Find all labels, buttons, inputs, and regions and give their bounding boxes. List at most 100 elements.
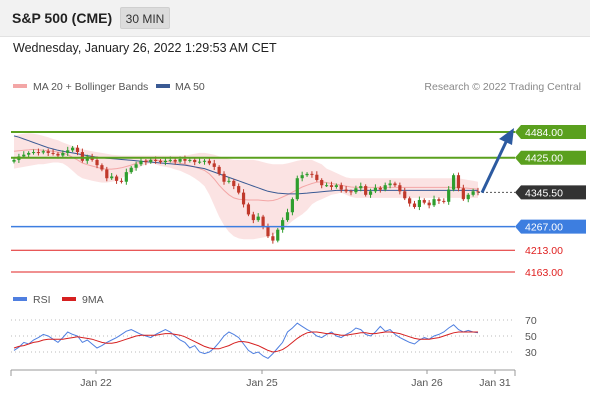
candle — [110, 172, 114, 180]
forecast-arrow-head — [499, 128, 514, 145]
rsi-plot: 70 50 30 — [11, 315, 537, 360]
candle — [31, 149, 36, 155]
candle-body — [432, 199, 436, 206]
candle — [388, 179, 392, 189]
x-tick-label: Jan 22 — [80, 377, 112, 389]
candle-body — [315, 174, 319, 180]
candle-body — [412, 203, 417, 208]
candle-body — [183, 159, 187, 161]
candle — [276, 227, 280, 243]
candle — [202, 159, 207, 165]
instrument-title: S&P 500 (CME) — [12, 10, 113, 26]
candle — [61, 150, 65, 158]
bollinger-legend-swatch — [13, 84, 27, 88]
candle-body — [266, 226, 270, 237]
candle-body — [417, 200, 421, 208]
level-tag-support: 4267.00 — [515, 219, 586, 234]
candle — [105, 166, 109, 182]
level-tag-bg — [515, 150, 586, 165]
candle — [427, 200, 431, 209]
candle — [451, 173, 456, 192]
candle-body — [383, 185, 387, 190]
candle — [51, 149, 55, 156]
candle — [114, 174, 119, 184]
candle-body — [422, 200, 426, 203]
candle — [271, 232, 275, 244]
candle — [227, 177, 231, 184]
level-label-resistance: 4484.00 — [525, 127, 563, 139]
level-tag-bg — [515, 219, 586, 234]
candle-body — [427, 202, 431, 206]
candle-body — [466, 194, 470, 200]
candle-body — [139, 160, 143, 165]
candle-body — [246, 204, 251, 215]
level-label-support: 4267.00 — [525, 222, 563, 234]
rsi-legend-label: RSI — [33, 294, 51, 306]
current-price-bg — [515, 185, 586, 200]
candle-body — [80, 152, 84, 161]
candle — [124, 168, 128, 185]
candle-body — [276, 229, 280, 241]
candle-body — [471, 191, 475, 195]
candle-body — [241, 192, 246, 205]
candle — [100, 163, 104, 172]
candle-body — [41, 151, 45, 153]
candle-body — [36, 152, 41, 154]
forecast-arrow-line — [480, 141, 508, 194]
candle — [300, 171, 304, 182]
candle-body — [334, 185, 338, 187]
candle-body — [451, 175, 456, 190]
candle — [324, 182, 329, 187]
level-tag-bg — [515, 125, 586, 139]
candle — [119, 178, 124, 184]
candle-body — [56, 153, 60, 156]
candle — [334, 183, 338, 189]
candle-body — [188, 159, 192, 161]
candle — [383, 182, 387, 192]
candle-body — [207, 160, 211, 164]
candle — [349, 189, 353, 196]
candle-body — [212, 163, 216, 167]
candle-body — [403, 191, 407, 199]
candle-body — [398, 185, 402, 192]
candle-body — [339, 185, 343, 190]
candle-body — [173, 159, 177, 162]
candle-body — [300, 175, 304, 179]
candle — [246, 202, 251, 217]
candle-body — [393, 183, 397, 186]
candle-body — [178, 159, 182, 162]
candle-body — [217, 166, 221, 174]
candle-body — [71, 147, 75, 151]
candle-body — [105, 169, 109, 179]
candle — [373, 184, 378, 194]
candle — [354, 185, 358, 194]
bollinger-band-fill — [14, 133, 478, 240]
candle-body — [134, 164, 138, 168]
rsi-line — [13, 322, 479, 360]
candle-body — [271, 236, 275, 241]
candle-body — [124, 172, 128, 182]
candle-body — [324, 185, 329, 187]
candle-body — [129, 167, 133, 173]
candle — [476, 187, 480, 196]
candle — [41, 149, 45, 155]
candle — [212, 159, 216, 170]
candle — [466, 193, 470, 203]
candle-body — [46, 151, 50, 153]
candle — [46, 148, 50, 156]
candle — [222, 171, 226, 185]
candle — [237, 183, 241, 195]
candle — [129, 166, 133, 174]
candle-body — [114, 176, 119, 181]
rsi-ma-line — [13, 331, 478, 353]
candle-body — [329, 185, 334, 187]
candle — [134, 161, 138, 171]
timeframe-badge[interactable]: 30 MIN — [120, 7, 170, 29]
candle — [144, 159, 148, 166]
candle — [75, 145, 80, 156]
rsi-tick-label: 30 — [525, 347, 537, 359]
level-label-resistance: 4425.00 — [525, 153, 563, 165]
candle-body — [193, 159, 197, 163]
candle — [36, 148, 41, 156]
